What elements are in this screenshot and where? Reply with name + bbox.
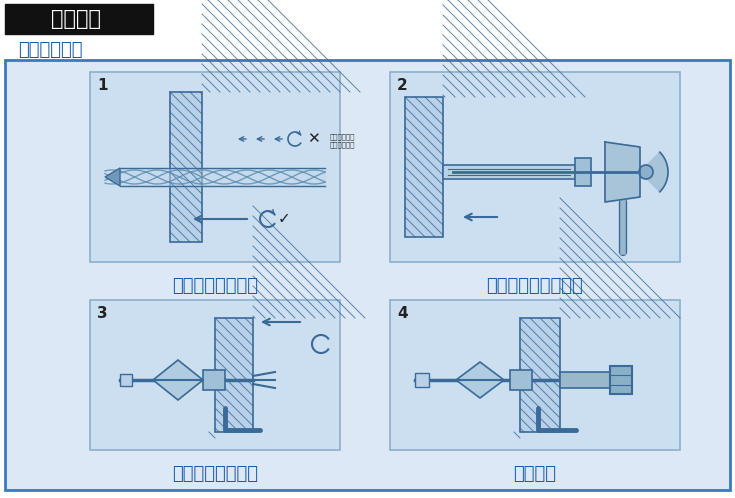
Bar xyxy=(510,370,532,390)
Bar xyxy=(215,318,253,432)
Text: 螺钉穿过安装件拧入: 螺钉穿过安装件拧入 xyxy=(487,277,584,295)
Text: 常规安装方式: 常规安装方式 xyxy=(18,41,82,59)
Bar xyxy=(390,300,680,450)
Polygon shape xyxy=(456,362,504,398)
Text: 安装说明: 安装说明 xyxy=(51,9,101,29)
Text: 4: 4 xyxy=(397,305,408,321)
Bar xyxy=(390,72,680,262)
Bar xyxy=(5,4,153,34)
Bar xyxy=(415,373,429,387)
Text: ✓: ✓ xyxy=(278,212,290,227)
Bar xyxy=(575,158,591,186)
Polygon shape xyxy=(153,360,203,400)
Text: 1: 1 xyxy=(97,78,107,93)
Text: 3: 3 xyxy=(97,305,107,321)
Text: 使用旋转钻孔方式: 使用旋转钻孔方式 xyxy=(172,277,258,295)
Bar xyxy=(610,366,632,394)
Text: 请勿用冲击或
锤击方式钻孔: 请勿用冲击或 锤击方式钻孔 xyxy=(330,133,356,148)
Text: 安装完毕: 安装完毕 xyxy=(514,465,556,483)
Polygon shape xyxy=(640,152,668,192)
Bar xyxy=(203,370,225,390)
Bar xyxy=(405,97,443,237)
Bar xyxy=(560,372,610,388)
Bar xyxy=(520,318,560,432)
Text: ✕: ✕ xyxy=(306,131,320,146)
Polygon shape xyxy=(105,168,120,186)
Bar xyxy=(90,300,340,450)
Bar xyxy=(120,374,132,386)
Bar xyxy=(5,60,730,490)
Text: 轻轻锤入金属套管: 轻轻锤入金属套管 xyxy=(172,465,258,483)
Bar xyxy=(170,92,202,242)
Bar xyxy=(443,165,575,179)
Polygon shape xyxy=(605,142,640,202)
Bar xyxy=(90,72,340,262)
Circle shape xyxy=(639,165,653,179)
Text: 2: 2 xyxy=(397,78,408,93)
